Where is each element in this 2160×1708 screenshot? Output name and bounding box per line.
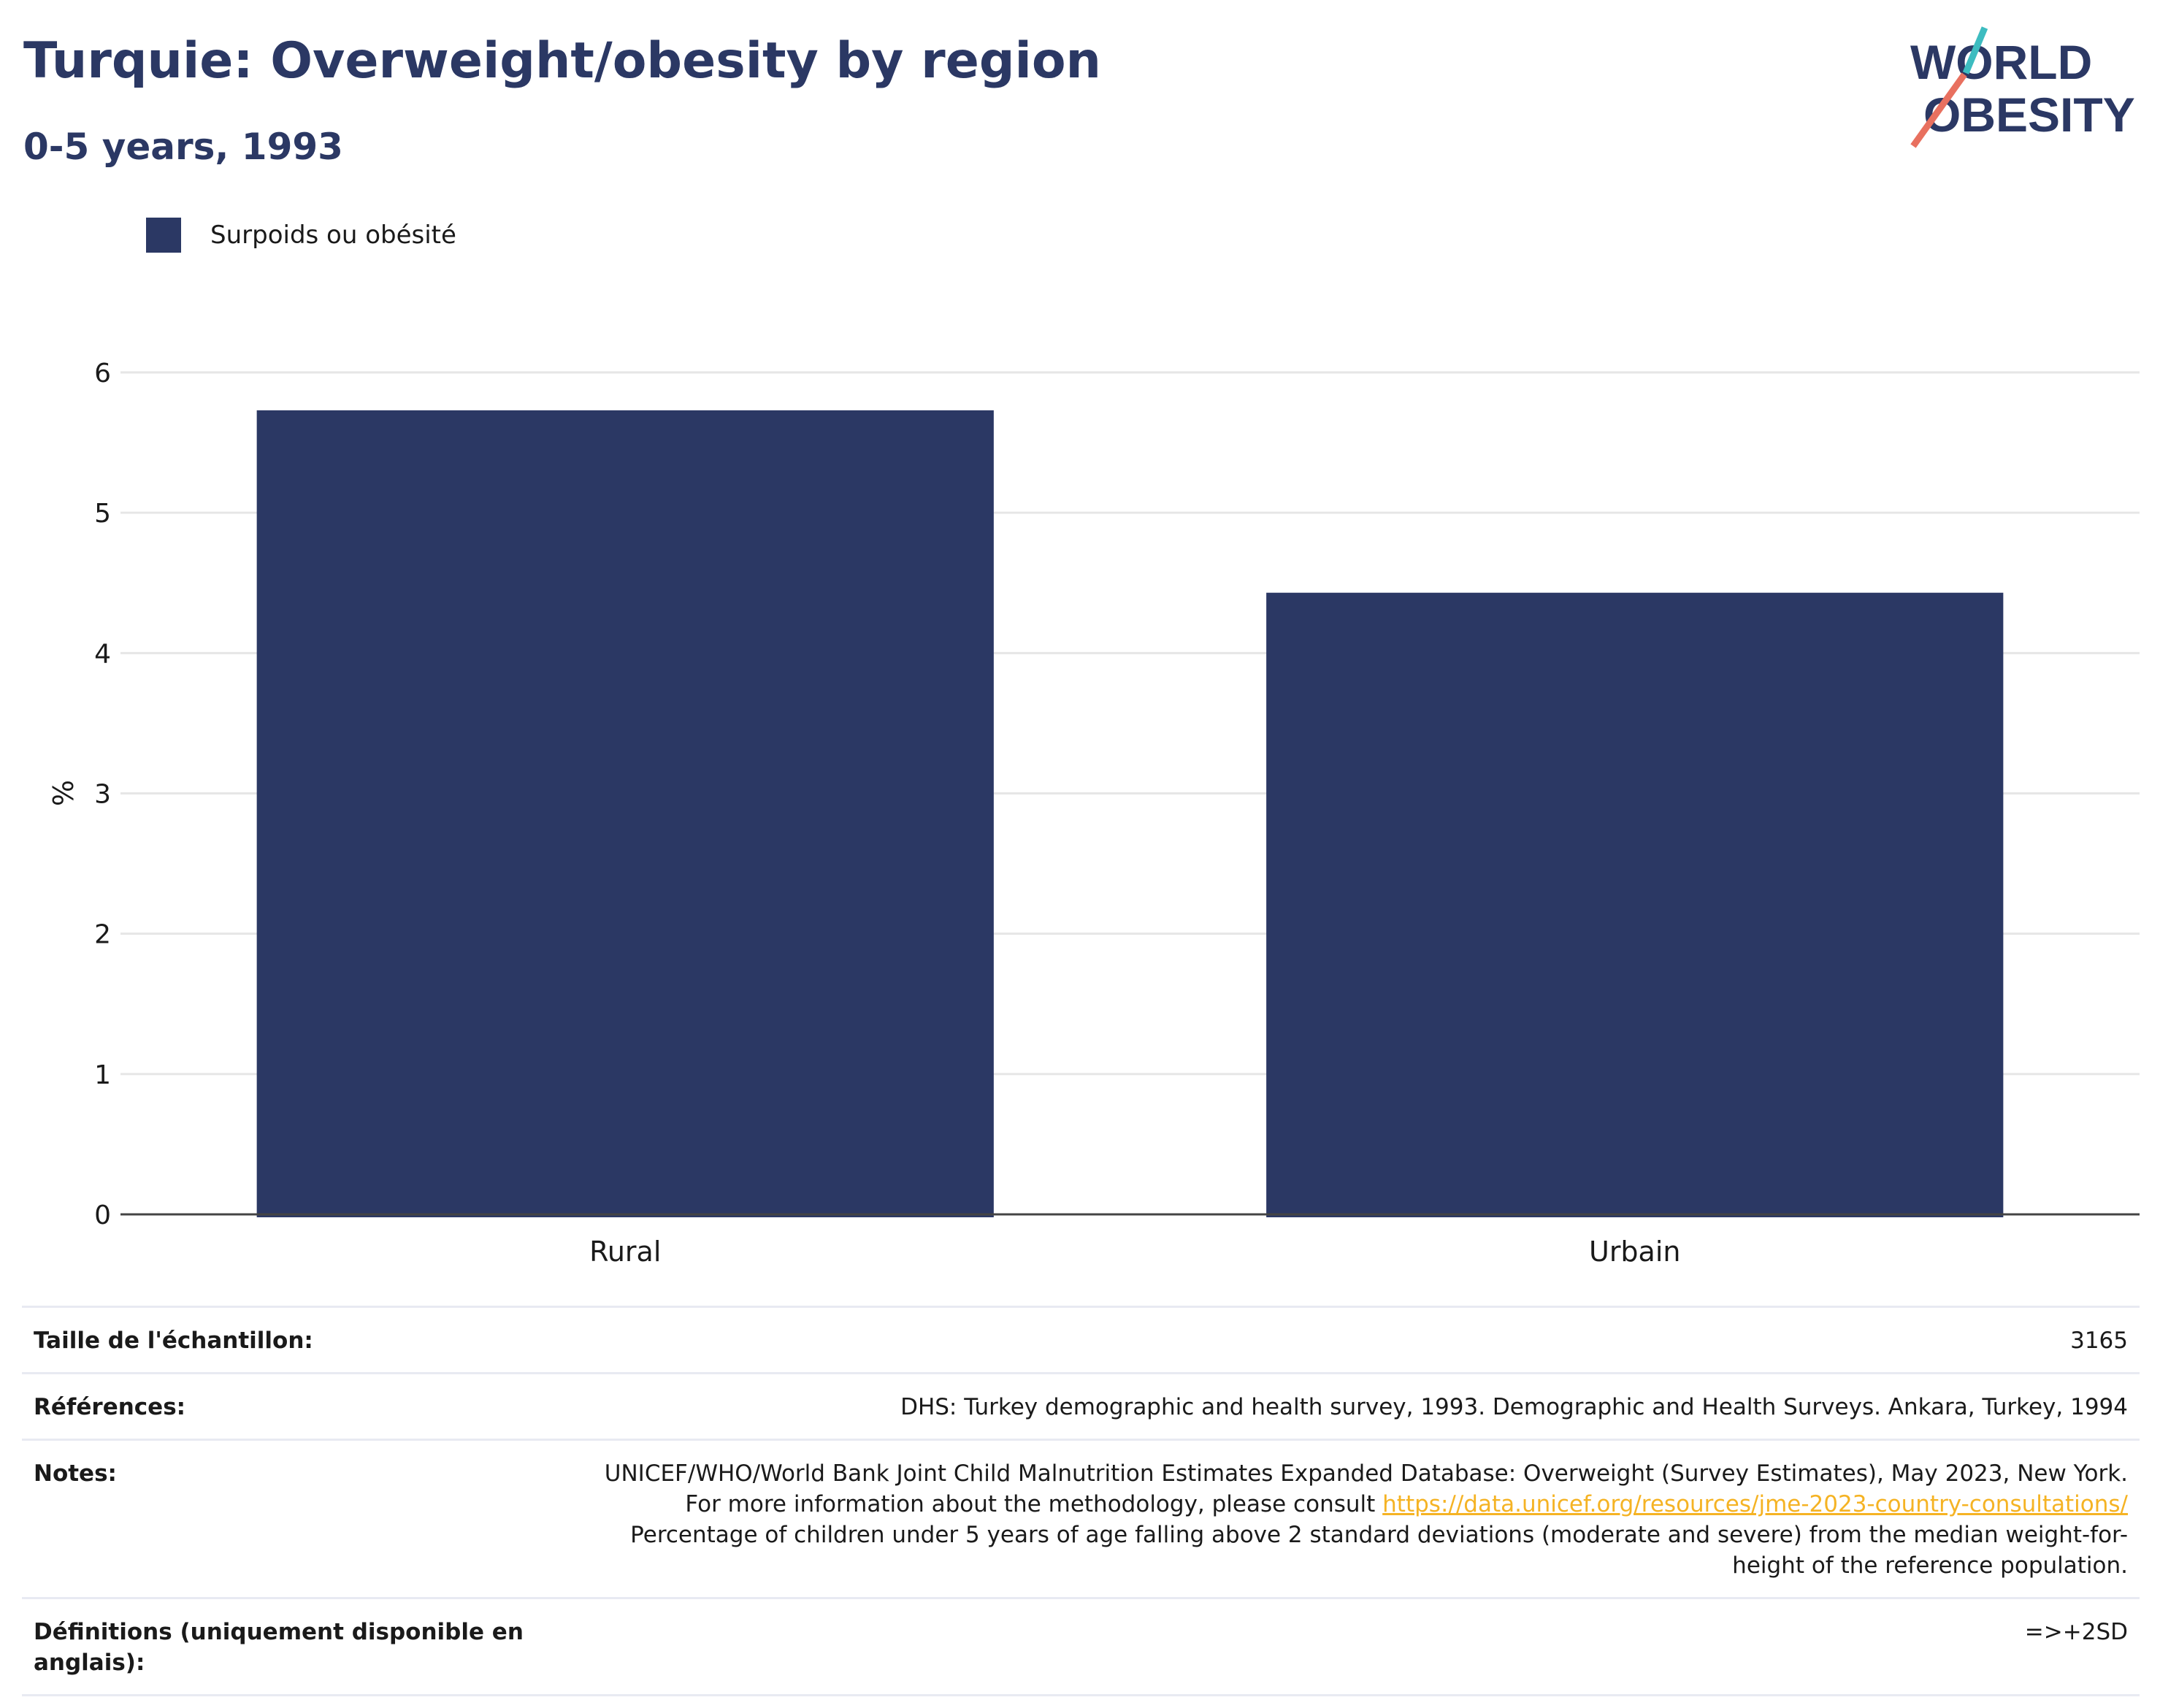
sample-size-value: 3165: [2070, 1328, 2128, 1354]
references-row: Références: DHS: Turkey demographic and …: [22, 1372, 2140, 1439]
definitions-value: =>+2SD: [2024, 1619, 2128, 1645]
definitions-row: Définitions (uniquement disponible en an…: [22, 1597, 2140, 1696]
world-obesity-logo: WORLD OBESITY: [1910, 26, 2135, 148]
chart-subtitle: 0-5 years, 1993: [23, 126, 343, 168]
legend-swatch: [146, 218, 181, 253]
y-tick-label: 2: [94, 920, 111, 950]
y-tick-label: 5: [94, 499, 111, 529]
chart-title: Turquie: Overweight/obesity by region: [23, 32, 1101, 90]
notes-text-2: Percentage of children under 5 years of …: [630, 1522, 2128, 1579]
y-axis-label: %: [46, 780, 78, 806]
x-tick-labels: Rural Urbain: [589, 1236, 1680, 1268]
notes-value: UNICEF/WHO/World Bank Joint Child Malnut…: [603, 1458, 2128, 1581]
references-value: DHS: Turkey demographic and health surve…: [900, 1394, 2128, 1420]
notes-link[interactable]: https://data.unicef.org/resources/jme-20…: [1382, 1491, 2128, 1517]
legend-label: Surpoids ou obésité: [210, 221, 456, 250]
logo-line1: WORLD: [1910, 35, 2092, 89]
references-label: Références:: [34, 1394, 186, 1420]
bar-chart: 0 1 2 3 4 5 6 Rural Urbain %: [46, 359, 2140, 1268]
definitions-label: Définitions (uniquement disponible en an…: [34, 1619, 524, 1676]
notes-text-1: UNICEF/WHO/World Bank Joint Child Malnut…: [604, 1460, 2128, 1517]
x-tick-label: Rural: [589, 1236, 661, 1268]
y-tick-labels: 0 1 2 3 4 5 6: [94, 359, 111, 1230]
notes-row: Notes: UNICEF/WHO/World Bank Joint Child…: [22, 1439, 2140, 1597]
logo-teal-stroke: [1962, 26, 1988, 74]
sample-size-row: Taille de l'échantillon: 3165: [22, 1306, 2140, 1372]
y-tick-label: 0: [94, 1200, 111, 1230]
logo-line2: OBESITY: [1923, 88, 2135, 142]
bar-rural[interactable]: [256, 410, 994, 1217]
y-tick-label: 4: [94, 639, 111, 669]
bars: [256, 410, 2004, 1217]
bar-urbain[interactable]: [1266, 592, 2004, 1217]
y-tick-label: 3: [94, 780, 111, 810]
notes-label: Notes:: [34, 1460, 117, 1487]
sample-size-label: Taille de l'échantillon:: [34, 1328, 313, 1354]
y-tick-label: 6: [94, 359, 111, 388]
x-tick-label: Urbain: [1589, 1236, 1681, 1268]
y-tick-label: 1: [94, 1060, 111, 1090]
legend[interactable]: Surpoids ou obésité: [146, 218, 456, 253]
logo-coral-stroke: [1910, 72, 1967, 148]
info-table: Taille de l'échantillon: 3165 Références…: [22, 1306, 2140, 1696]
